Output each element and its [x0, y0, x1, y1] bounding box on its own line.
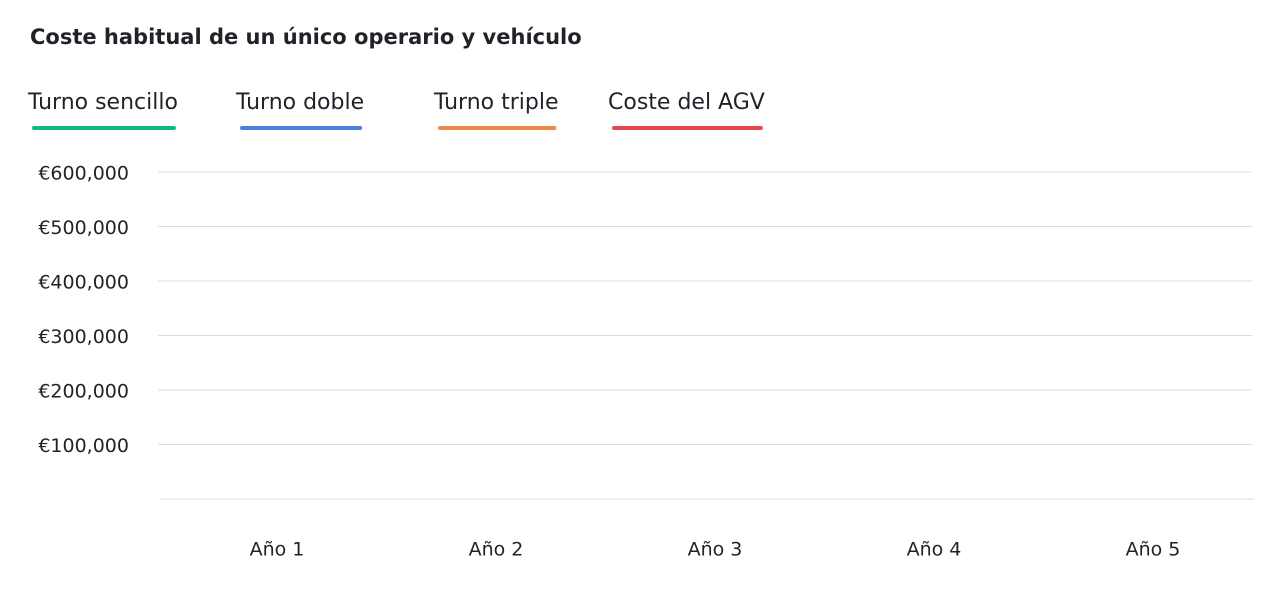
chart-title: Coste habitual de un único operario y ve…: [30, 25, 582, 49]
y-tick-label: €500,000: [38, 217, 129, 239]
y-tick-label: €200,000: [38, 381, 129, 403]
legend-label: Turno doble: [235, 90, 364, 115]
legend-label: Turno triple: [433, 90, 559, 115]
x-tick-label: Año 1: [250, 539, 305, 561]
x-tick-label: Año 4: [907, 539, 962, 561]
y-tick-label: €300,000: [38, 326, 129, 348]
x-tick-label: Año 3: [688, 539, 743, 561]
legend-label: Coste del AGV: [608, 90, 765, 115]
y-tick-label: €100,000: [38, 435, 129, 457]
y-tick-label: €600,000: [38, 163, 129, 185]
y-tick-label: €400,000: [38, 272, 129, 294]
legend-label: Turno sencillo: [27, 90, 178, 115]
x-tick-label: Año 2: [469, 539, 524, 561]
x-tick-label: Año 5: [1126, 539, 1181, 561]
